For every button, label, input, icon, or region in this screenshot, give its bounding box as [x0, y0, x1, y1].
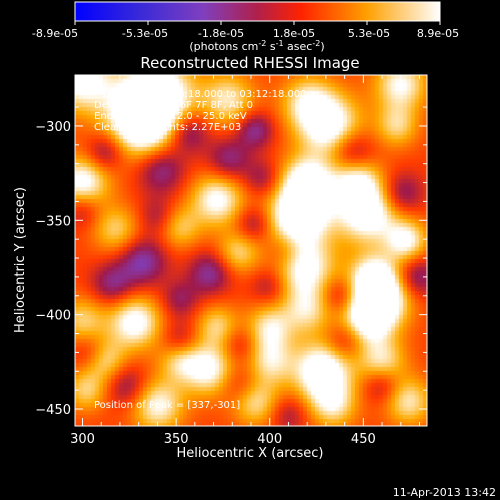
- axis-ticks: 300 350 400 450 −300 −350 −400 −450: [35, 75, 427, 447]
- annotation-energy-range: Energy Range: 12.0 - 25.0 keV: [94, 111, 247, 122]
- x-axis-label: Heliocentric X (arcsec): [177, 446, 324, 461]
- y-tick-label: −350: [35, 214, 71, 229]
- colorbar: -8.9e-05 -5.3e-05 -1.8e-05 1.8e-05 5.3e-…: [32, 1, 459, 53]
- x-tick-label: 350: [164, 432, 189, 447]
- annotation-total-counts: Clean total counts: 2.27E+03: [94, 122, 241, 133]
- colorbar-tick-label: 8.9e-05: [417, 27, 459, 40]
- colorbar-ticks: [74, 21, 441, 25]
- y-tick-label: −300: [35, 120, 71, 135]
- y-axis-label: Heliocentric Y (arcsec): [13, 187, 28, 333]
- colorbar-tick-label: -8.9e-05: [32, 27, 78, 40]
- y-tick-label: −450: [35, 403, 71, 418]
- colorbar-tick-label: 1.8e-05: [273, 27, 315, 40]
- annotation-time-range: 1-Jul-2002 03:06:18.000 to 03:12:18.000: [101, 89, 307, 100]
- chart-title: Reconstructed RHESSI Image: [140, 54, 359, 72]
- colorbar-tick-label: 5.3e-05: [348, 27, 390, 40]
- annotation-detectors: Detectors: 4F 5F 6F 7F 8F, Att 0: [94, 100, 253, 111]
- plot-area: 300 350 400 450 −300 −350 −400 −450: [35, 74, 428, 447]
- heatmap-image: [75, 75, 427, 426]
- y-tick-label: −400: [35, 309, 71, 324]
- x-tick-label: 400: [257, 432, 282, 447]
- colorbar-units: (photons cm-2 s-1 asec-2): [189, 39, 324, 53]
- footer-timestamp: 11-Apr-2013 13:42: [393, 486, 496, 499]
- x-tick-label: 450: [351, 432, 376, 447]
- colorbar-tick-label: -1.8e-05: [198, 27, 244, 40]
- colorbar-tick-label: -5.3e-05: [122, 27, 168, 40]
- x-tick-label: 300: [70, 432, 95, 447]
- annotations: 1-Jul-2002 03:06:18.000 to 03:12:18.000 …: [94, 89, 307, 411]
- annotation-peak-position: Position of Peak = [337,-301]: [94, 400, 240, 411]
- colorbar-gradient: [74, 1, 441, 22]
